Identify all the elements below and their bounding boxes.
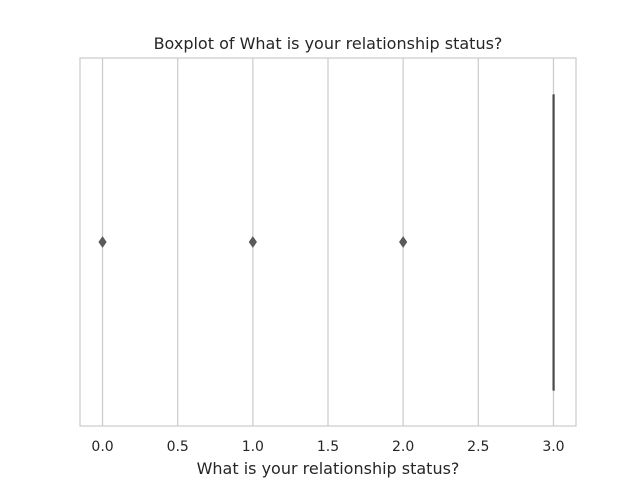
x-tick-label: 0.5 [167,439,189,455]
chart-title: Boxplot of What is your relationship sta… [154,34,503,53]
x-tick-label: 3.0 [542,439,564,455]
outlier-point [399,236,408,248]
x-axis-label: What is your relationship status? [197,459,460,478]
x-tick-label: 1.0 [242,439,264,455]
x-tick-label: 0.0 [91,439,113,455]
x-tick-label: 2.5 [467,439,489,455]
x-tick-labels: 0.0 0.5 1.0 1.5 2.0 2.5 3.0 [91,439,564,455]
grid-lines [101,58,555,426]
outlier-point [98,236,107,248]
outlier-point [248,236,257,248]
x-tick-label: 1.5 [317,439,339,455]
outlier-layer [98,236,408,248]
plot-frame [79,57,577,427]
x-tick-label: 2.0 [392,439,414,455]
box-layer [552,94,555,391]
